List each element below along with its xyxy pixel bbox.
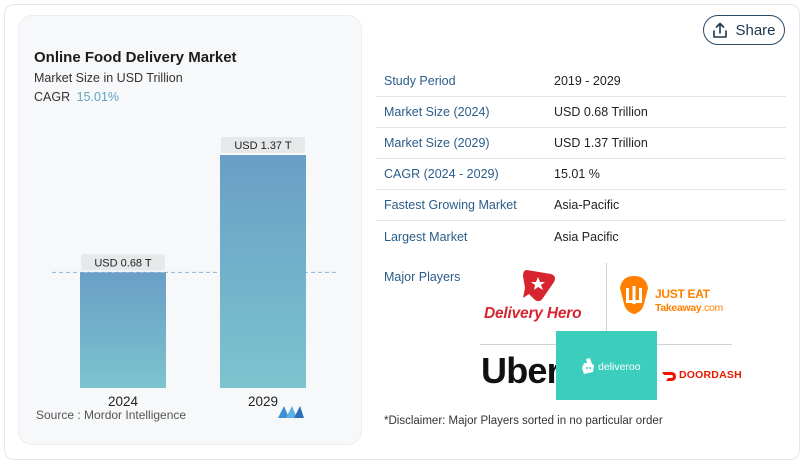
chart-title: Online Food Delivery Market <box>34 49 237 66</box>
x-tick-label-2024: 2024 <box>108 394 139 409</box>
doordash-text: DOORDASH <box>679 369 742 381</box>
uber-logo: Uber <box>481 350 561 391</box>
takeaway-suffix: .com <box>701 302 724 314</box>
info-label: Fastest Growing Market <box>384 198 517 212</box>
info-value: Asia-Pacific <box>554 198 620 212</box>
data-label-bg-2029 <box>221 137 305 153</box>
chart-cagr: CAGR 15.01% <box>34 90 119 104</box>
cagr-label: CAGR <box>34 90 71 104</box>
disclaimer-text: *Disclaimer: Major Players sorted in no … <box>384 415 663 427</box>
deliveroo-text: deliveroo <box>598 361 641 373</box>
info-label: Study Period <box>384 74 456 88</box>
deliveroo-icon <box>581 358 595 379</box>
chart-subtitle: Market Size in USD Trillion <box>34 71 183 85</box>
info-value: USD 1.37 Trillion <box>554 136 648 150</box>
mordor-intelligence-logo <box>277 404 305 425</box>
delivery-hero-text: Delivery Hero <box>484 305 582 322</box>
data-label-2029: USD 1.37 T <box>234 140 292 152</box>
info-row-market-size-2024: Market Size (2024) USD 0.68 Trillion <box>376 97 786 128</box>
info-label: Market Size (2029) <box>384 136 490 150</box>
info-label: CAGR (2024 - 2029) <box>384 167 499 181</box>
share-label: Share <box>735 21 776 39</box>
just-eat-logo-icon <box>616 274 652 321</box>
market-info-table: Study Period 2019 - 2029 Market Size (20… <box>376 66 786 252</box>
share-icon <box>712 22 728 39</box>
info-value: Asia Pacific <box>554 229 619 244</box>
players-divider-vertical <box>606 263 607 393</box>
just-eat-takeaway-text: Takeaway.com <box>655 302 723 314</box>
bar-chart: USD 0.68 T 2024 USD 1.37 T 2029 <box>52 137 336 409</box>
doordash-icon <box>662 369 677 387</box>
info-row-market-size-2029: Market Size (2029) USD 1.37 Trillion <box>376 128 786 159</box>
info-row-fastest-growing: Fastest Growing Market Asia-Pacific <box>376 190 786 221</box>
info-value: 2019 - 2029 <box>554 74 621 88</box>
cagr-value: 15.01% <box>76 90 120 104</box>
info-value: 15.01 % <box>554 167 600 181</box>
just-eat-text: JUST EAT <box>655 287 710 301</box>
major-players-label: Major Players <box>384 270 461 284</box>
delivery-hero-logo <box>483 268 607 330</box>
info-row-cagr: CAGR (2024 - 2029) 15.01 % <box>376 159 786 190</box>
info-label: Largest Market <box>384 229 468 244</box>
info-label: Market Size (2024) <box>384 105 490 119</box>
info-row-largest-market: Largest Market Asia Pacific <box>376 221 786 252</box>
info-value: USD 0.68 Trillion <box>554 105 648 119</box>
takeaway-label: Takeaway <box>655 302 702 314</box>
bar-2024 <box>80 272 166 388</box>
x-tick-label-2029: 2029 <box>248 394 278 409</box>
share-button[interactable]: Share <box>703 15 785 45</box>
deliveroo-logo-box <box>556 331 657 400</box>
info-row-study-period: Study Period 2019 - 2029 <box>376 66 786 97</box>
bar-2029 <box>220 155 306 388</box>
data-label-2024: USD 0.68 T <box>94 257 152 269</box>
data-label-bg-2024 <box>81 254 165 271</box>
chart-source: Source : Mordor Intelligence <box>36 408 187 422</box>
